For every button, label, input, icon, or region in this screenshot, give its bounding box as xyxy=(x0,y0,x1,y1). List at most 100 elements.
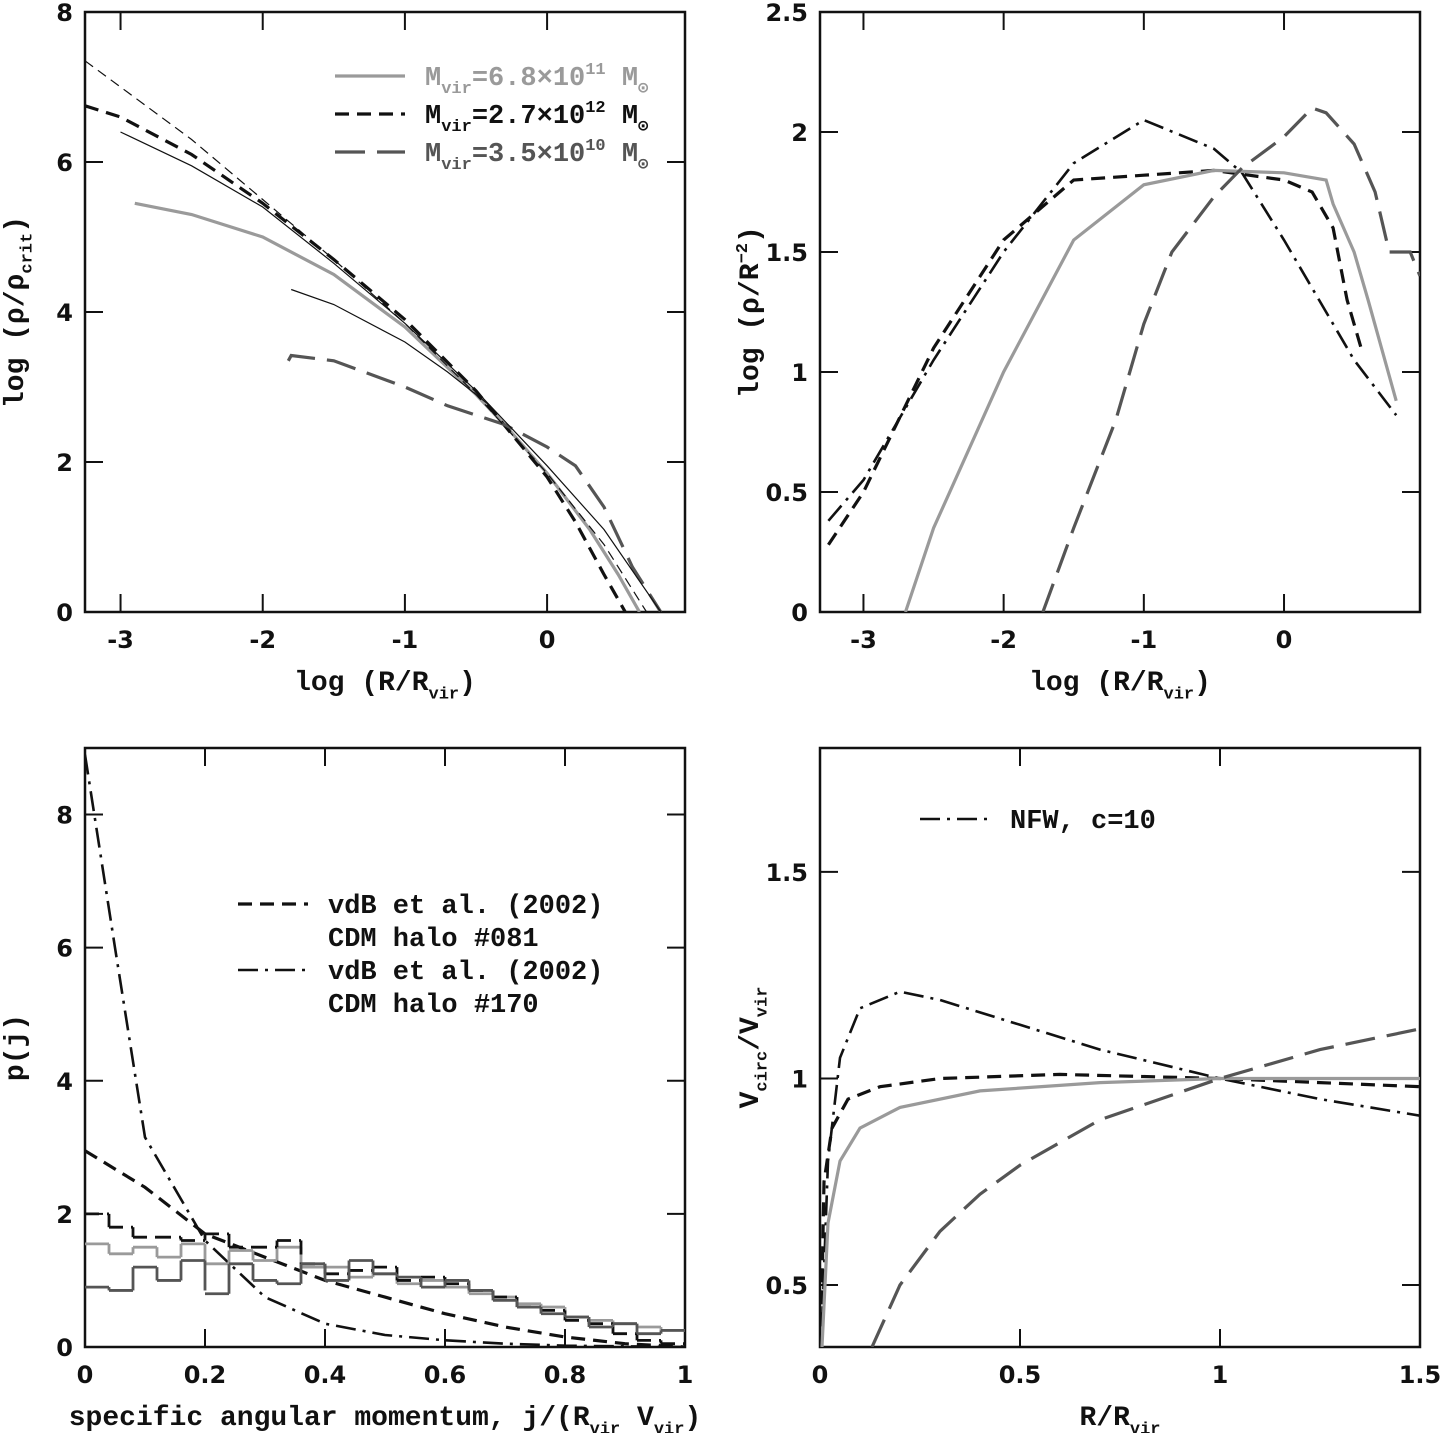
y-tick-label: 8 xyxy=(56,0,73,27)
text-segment: vir xyxy=(590,1420,621,1433)
x-tick-label: 0 xyxy=(77,1361,94,1389)
text-segment: CDM halo #081 xyxy=(328,925,539,955)
x-tick-label: -2 xyxy=(990,626,1017,654)
text-segment: =6.8×10 xyxy=(472,64,585,94)
y-tick-label: 6 xyxy=(56,935,73,963)
text-segment: log (R/R xyxy=(294,668,429,699)
y-tick-label: 0 xyxy=(56,599,73,627)
plot-frame xyxy=(818,10,1422,614)
y-tick-label: 2.5 xyxy=(765,0,808,27)
data-line xyxy=(85,754,685,1347)
data-line xyxy=(820,990,1420,1327)
text-segment: vir xyxy=(429,685,460,704)
x-tick-label: 1.5 xyxy=(1399,1361,1442,1389)
text-segment: CDM halo #170 xyxy=(328,991,539,1021)
panel: 0 0.2 0.4 0.6 0.8 1 0 2 4 6 8 specific angular mome… xyxy=(1,746,702,1433)
data-line xyxy=(903,168,1398,612)
text-segment: vir xyxy=(1130,1420,1161,1433)
x-tick-label: -1 xyxy=(392,626,419,654)
y-tick-label: 1.5 xyxy=(765,859,808,887)
legend-entry: CDM halo #081 xyxy=(328,925,539,955)
legend-entry: CDM halo #170 xyxy=(328,991,539,1021)
y-tick-label: 1 xyxy=(791,359,808,387)
x-axis-label: R/Rvir xyxy=(1079,1403,1160,1433)
y-tick-label: 2 xyxy=(56,1201,73,1229)
text-segment: vir xyxy=(441,80,472,99)
legend-entry: vdB et al. (2002) xyxy=(328,958,603,988)
text-segment: M xyxy=(606,64,638,94)
data-line xyxy=(85,1149,685,1347)
data-line xyxy=(85,60,648,612)
y-axis-label: p(j) xyxy=(1,1014,32,1081)
text-segment: M xyxy=(425,140,441,170)
x-tick-label: 1 xyxy=(677,1361,694,1389)
y-tick-label: 6 xyxy=(56,149,73,177)
data-line xyxy=(134,201,641,612)
x-tick-label: 0.5 xyxy=(999,1361,1042,1389)
x-tick-label: 0.8 xyxy=(544,1361,587,1389)
text-segment: vdB et al. (2002) xyxy=(328,958,603,988)
plot-frame xyxy=(83,10,687,614)
y-tick-label: 0.5 xyxy=(765,479,808,507)
data-line xyxy=(870,1027,1420,1347)
y-tick-label: 2 xyxy=(791,119,808,147)
text-segment: ) xyxy=(736,226,767,243)
text-segment: M xyxy=(606,102,638,132)
data-line xyxy=(820,1072,1420,1327)
x-tick-label: -3 xyxy=(107,626,134,654)
text-segment: p(j) xyxy=(1,1014,32,1081)
data-line xyxy=(120,131,662,612)
text-segment: ⊙ xyxy=(638,156,649,175)
text-segment: ⊙ xyxy=(638,118,649,137)
text-segment: log (R/R xyxy=(1029,668,1164,699)
text-segment: =3.5×10 xyxy=(472,140,585,170)
plot-frame xyxy=(818,746,1422,1349)
text-segment: 12 xyxy=(585,99,605,118)
text-segment: −2 xyxy=(734,243,753,263)
x-tick-label: 0 xyxy=(812,1361,829,1389)
data-line xyxy=(1041,106,1420,612)
legend-entry: Mvir=2.7×1012 M⊙ xyxy=(425,99,649,137)
text-segment: M xyxy=(425,102,441,132)
text-segment: log (ρ/R xyxy=(736,263,767,398)
y-tick-label: 1.5 xyxy=(765,239,808,267)
y-tick-label: 0.5 xyxy=(765,1272,808,1300)
data-line xyxy=(827,118,1398,522)
text-segment: crit xyxy=(18,233,37,274)
y-tick-label: 0 xyxy=(56,1334,73,1362)
y-tick-label: 4 xyxy=(56,299,73,327)
text-segment: V xyxy=(736,1091,767,1108)
y-tick-label: 4 xyxy=(56,1068,73,1096)
data-line xyxy=(291,288,491,407)
x-axis-label: log (R/Rvir) xyxy=(1029,668,1211,704)
x-axis-label: log (R/Rvir) xyxy=(294,668,476,704)
x-tick-label: -1 xyxy=(1130,626,1157,654)
text-segment: circ xyxy=(753,1051,772,1092)
text-segment: R/R xyxy=(1079,1403,1130,1433)
text-segment: M xyxy=(425,64,441,94)
text-segment: vir xyxy=(753,987,772,1018)
x-axis-label: specific angular momentum, j/(Rvir Vvir) xyxy=(69,1403,702,1433)
text-segment: =2.7×10 xyxy=(472,102,585,132)
text-segment: vdB et al. (2002) xyxy=(328,892,603,922)
y-tick-label: 2 xyxy=(56,449,73,477)
text-segment: NFW, c=10 xyxy=(1010,807,1156,837)
text-segment: ) xyxy=(1,216,32,233)
text-segment: log (ρ/ρ xyxy=(1,274,32,408)
text-segment: 10 xyxy=(585,137,605,156)
text-segment: V xyxy=(620,1403,654,1433)
text-segment: vir xyxy=(441,156,472,175)
data-line xyxy=(820,1076,1420,1347)
x-tick-label: 0.4 xyxy=(304,1361,347,1389)
legend-entry: NFW, c=10 xyxy=(1010,807,1156,837)
text-segment: ⊙ xyxy=(638,80,649,99)
text-segment: ) xyxy=(1194,668,1211,699)
x-tick-label: -2 xyxy=(249,626,276,654)
text-segment: vir xyxy=(654,1420,685,1433)
y-tick-label: 8 xyxy=(56,802,73,830)
y-axis-label: log (ρ/ρcrit) xyxy=(1,216,37,408)
y-tick-label: 1 xyxy=(791,1065,808,1093)
